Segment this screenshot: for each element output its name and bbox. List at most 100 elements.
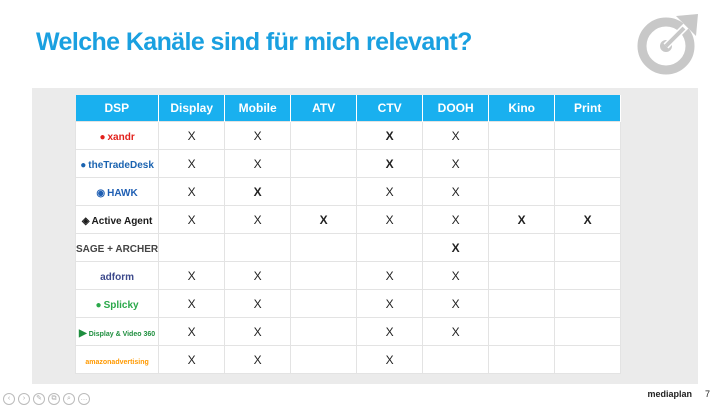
dsp-logo-mark: ◉	[96, 187, 106, 199]
channel-cell: X	[422, 121, 490, 150]
pen-icon[interactable]: ✎	[33, 393, 45, 405]
channel-cell: X	[356, 289, 424, 318]
table-row: amazonadvertising X X X	[74, 345, 622, 374]
dsp-logo-label: Active Agent	[91, 215, 153, 227]
table-row: ● theTradeDesk X X X X	[74, 149, 622, 178]
channel-cell: X	[158, 261, 226, 290]
channel-cell	[290, 261, 358, 290]
channel-cell: X	[554, 205, 622, 234]
dsp-logo-label: Display & Video 360	[88, 330, 156, 338]
page-title: Welche Kanäle sind für mich relevant?	[36, 28, 472, 56]
dsp-logo-label: SAGE + ARCHER	[76, 243, 159, 255]
channel-cell	[488, 289, 556, 318]
table-row: ● xandr X X X X	[74, 121, 622, 150]
channel-cell: X	[356, 149, 424, 178]
presentation-controls: ‹ › ✎ ⧉ ⌕…	[3, 393, 90, 405]
column-header: ATV	[290, 95, 358, 122]
prev-icon[interactable]: ‹	[3, 393, 15, 405]
column-header: Print	[554, 95, 622, 122]
table-row: ▶ Display & Video 360 X X X X	[74, 317, 622, 346]
table-row: ◉ HAWK X X X X	[74, 177, 622, 206]
column-header: CTV	[356, 95, 424, 122]
channel-cell: X	[158, 289, 226, 318]
channel-cell	[488, 149, 556, 178]
channel-cell	[488, 317, 556, 346]
channel-cell	[488, 261, 556, 290]
dsp-logo-cell: ◈ Active Agent	[74, 205, 160, 234]
channel-cell: X	[158, 317, 226, 346]
channel-cell	[290, 317, 358, 346]
dsp-logo-cell: ● Splicky	[74, 289, 160, 318]
channel-cell: X	[422, 261, 490, 290]
channel-cell	[422, 345, 490, 374]
copy-icon[interactable]: ⧉	[48, 393, 60, 405]
column-header: Kino	[488, 95, 556, 122]
channel-cell: X	[224, 261, 292, 290]
channel-cell: X	[422, 289, 490, 318]
channel-cell: X	[158, 205, 226, 234]
channel-cell	[488, 233, 556, 262]
table-row: SAGE + ARCHER X	[74, 233, 622, 262]
channel-cell	[488, 177, 556, 206]
channel-cell	[554, 177, 622, 206]
channel-cell: X	[158, 149, 226, 178]
channel-cell	[488, 121, 556, 150]
dsp-logo: ◈ Active Agent	[82, 216, 152, 227]
channel-cell: X	[224, 317, 292, 346]
footer-brand: mediaplan	[647, 389, 692, 399]
channel-cell	[356, 233, 424, 262]
channel-cell	[488, 345, 556, 374]
channel-cell: X	[224, 289, 292, 318]
column-header: DSP	[75, 95, 160, 122]
dsp-logo: ● Splicky	[96, 300, 139, 311]
channel-cell	[158, 233, 226, 262]
channel-cell	[290, 121, 358, 150]
channel-cell: X	[422, 205, 490, 234]
dsp-logo: amazonadvertising	[85, 356, 148, 367]
dsp-logo: SAGE + ARCHER	[76, 244, 158, 255]
page-number: 7	[704, 389, 710, 399]
more-icon[interactable]: …	[78, 393, 90, 405]
channel-cell: X	[422, 149, 490, 178]
dsp-logo-cell: ● xandr	[74, 121, 160, 150]
channel-cell: X	[224, 121, 292, 150]
zoom-icon[interactable]: ⌕	[63, 393, 75, 405]
channel-cell: X	[158, 177, 226, 206]
channel-cell: X	[158, 345, 226, 374]
channel-cell: X	[224, 177, 292, 206]
dsp-logo: ● xandr	[99, 132, 134, 143]
dsp-logo-mark: ▶	[79, 327, 87, 339]
channel-cell	[290, 149, 358, 178]
channel-table: DSP Display Mobile ATV CTV DOOH Kino Print ● xan…	[74, 95, 622, 374]
channel-cell: X	[422, 177, 490, 206]
dsp-logo: ◉ HAWK	[96, 188, 137, 199]
dsp-logo-label: xandr	[107, 131, 135, 143]
dsp-logo-cell: SAGE + ARCHER	[74, 233, 160, 262]
channel-cell: X	[356, 177, 424, 206]
dsp-logo-cell: amazonadvertising	[74, 345, 160, 374]
column-header: Mobile	[224, 95, 292, 122]
dsp-logo-cell: ◉ HAWK	[74, 177, 160, 206]
dsp-logo-mark: ●	[80, 159, 87, 171]
channel-cell: X	[356, 345, 424, 374]
dsp-logo-label: amazonadvertising	[85, 358, 149, 366]
dsp-logo-cell: adform	[74, 261, 160, 290]
column-header: DOOH	[422, 95, 490, 122]
channel-cell: X	[422, 233, 490, 262]
channel-cell	[224, 233, 292, 262]
dsp-logo: ▶ Display & Video 360	[79, 328, 155, 339]
channel-cell: X	[356, 261, 424, 290]
channel-cell: X	[224, 149, 292, 178]
channel-cell: X	[356, 205, 424, 234]
channel-cell	[554, 233, 622, 262]
channel-cell	[290, 233, 358, 262]
channel-cell	[290, 177, 358, 206]
column-header: Display	[158, 95, 226, 122]
dsp-logo-mark: ●	[95, 299, 102, 311]
next-icon[interactable]: ›	[18, 393, 30, 405]
channel-cell: X	[290, 205, 358, 234]
channel-cell	[554, 121, 622, 150]
table-row: ◈ Active Agent X X X X X X X	[74, 205, 622, 234]
channel-cell: X	[488, 205, 556, 234]
channel-cell: X	[422, 317, 490, 346]
